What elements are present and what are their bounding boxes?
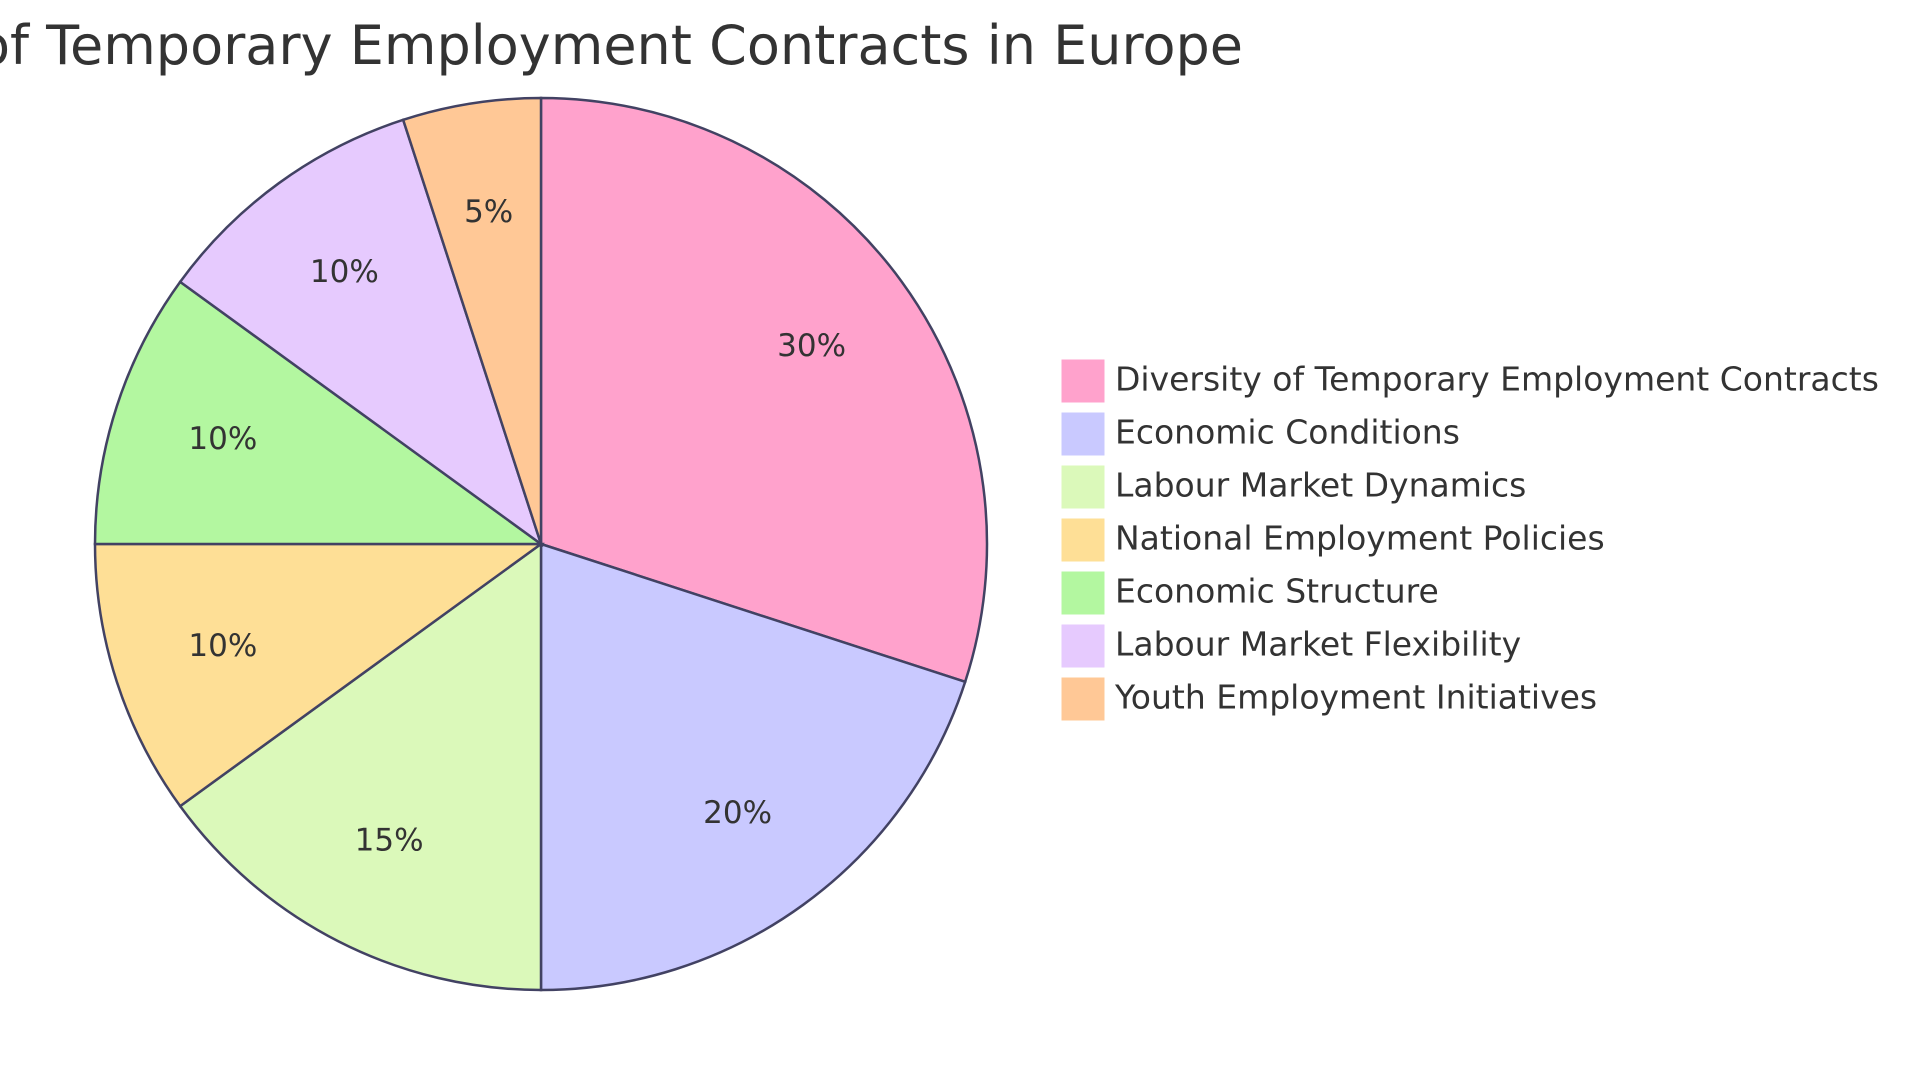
legend-swatch bbox=[1060, 411, 1106, 457]
slice-value-label-youth-employment-initiatives: 5% bbox=[464, 194, 513, 230]
legend-swatch bbox=[1060, 517, 1106, 563]
pie-slice-national-employment-policies bbox=[93, 542, 545, 808]
pie-slices bbox=[93, 96, 989, 992]
slice-value-label-national-employment-policies: 10% bbox=[188, 628, 257, 664]
pie-slice-labels: 30% 20% 15% 10% 10% 10% 5% bbox=[188, 194, 846, 858]
legend-item-labour-market-dynamics: Labour Market Dynamics bbox=[1060, 464, 1526, 510]
legend-label: Economic Conditions bbox=[1115, 413, 1460, 452]
legend-swatch bbox=[1060, 676, 1106, 722]
legend-label: Labour Market Flexibility bbox=[1115, 625, 1521, 664]
legend-label: Diversity of Temporary Employment Contra… bbox=[1115, 360, 1879, 399]
pie-slice-labour-market-dynamics bbox=[178, 541, 543, 992]
slice-value-label-economic-structure: 10% bbox=[188, 421, 257, 457]
legend-swatch bbox=[1060, 623, 1106, 669]
chart-title: Influence of Temporary Employment Contra… bbox=[0, 14, 1243, 77]
legend-label: Labour Market Dynamics bbox=[1115, 466, 1526, 505]
pie-slice-diversity-of-temporary-employment-contracts bbox=[539, 96, 989, 684]
legend-label: Economic Structure bbox=[1115, 572, 1439, 611]
legend-item-diversity-of-temporary-employment-contracts: Diversity of Temporary Employment Contra… bbox=[1060, 358, 1879, 404]
pie-slice-labour-market-flexibility bbox=[178, 118, 544, 548]
legend-item-economic-conditions: Economic Conditions bbox=[1060, 411, 1460, 457]
legend-item-national-employment-policies: National Employment Policies bbox=[1060, 517, 1605, 563]
pie-slice-economic-conditions bbox=[539, 542, 967, 992]
legend-item-labour-market-flexibility: Labour Market Flexibility bbox=[1060, 623, 1521, 669]
legend-swatch bbox=[1060, 358, 1106, 404]
slice-value-label-diversity-of-temporary-employment-contracts: 30% bbox=[777, 328, 846, 364]
legend-label: Youth Employment Initiatives bbox=[1114, 678, 1597, 717]
legend: Diversity of Temporary Employment Contra… bbox=[1060, 358, 1879, 722]
legend-swatch bbox=[1060, 464, 1106, 510]
pie-slice-economic-structure bbox=[93, 280, 545, 546]
slice-value-label-labour-market-dynamics: 15% bbox=[355, 823, 424, 859]
legend-label: National Employment Policies bbox=[1115, 519, 1605, 558]
slice-value-label-economic-conditions: 20% bbox=[703, 795, 772, 831]
legend-item-youth-employment-initiatives: Youth Employment Initiatives bbox=[1060, 676, 1597, 722]
slice-value-label-labour-market-flexibility: 10% bbox=[310, 254, 379, 290]
legend-item-economic-structure: Economic Structure bbox=[1060, 570, 1439, 616]
legend-swatch bbox=[1060, 570, 1106, 616]
pie-slice-youth-employment-initiatives bbox=[401, 96, 543, 545]
